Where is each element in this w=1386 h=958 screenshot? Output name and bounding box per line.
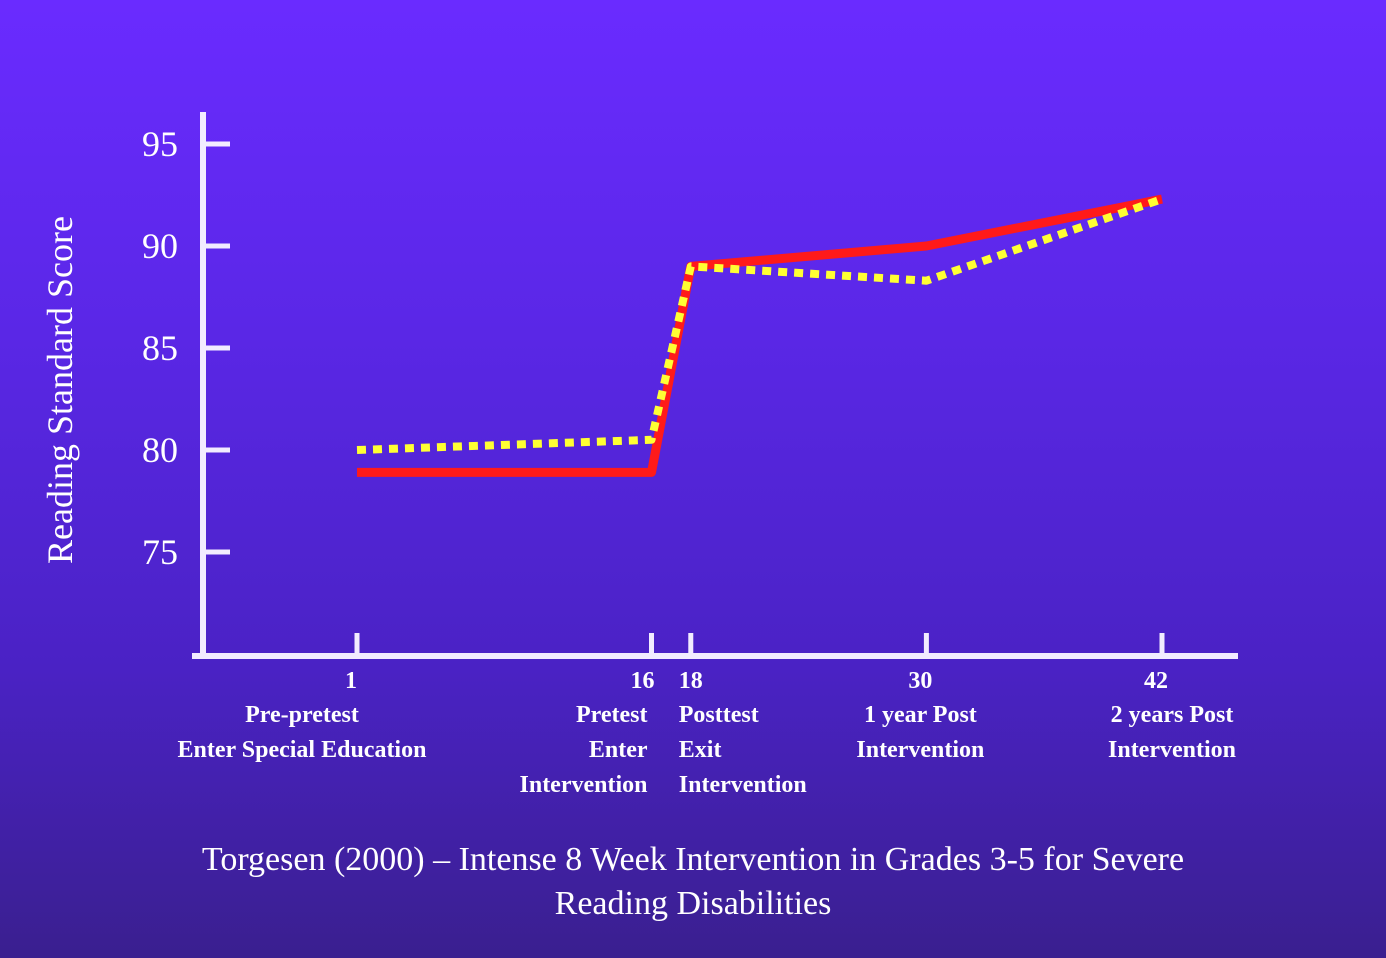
- y-axis-ticks: 75 80 85 90 95: [142, 124, 230, 572]
- x-tick-label-line: Intervention: [520, 772, 648, 798]
- x-tick-number: 30: [908, 668, 932, 694]
- x-tick-label-line: 2 years Post: [1111, 702, 1234, 728]
- x-tick-number: 42: [1144, 668, 1168, 694]
- y-tick-label: 95: [142, 124, 178, 164]
- y-axis-label: Reading Standard Score: [40, 216, 80, 564]
- y-tick-label: 75: [142, 532, 178, 572]
- chart-series: [356, 194, 1164, 477]
- series-line-solid: [357, 194, 1163, 477]
- x-tick-number: 1: [345, 668, 357, 694]
- caption-line-2: Reading Disabilities: [554, 885, 832, 922]
- caption-line-1: Torgesen (2000) – Intense 8 Week Interve…: [201, 841, 1185, 878]
- x-tick-label-line: Intervention: [1108, 737, 1236, 763]
- x-tick-number: 18: [679, 668, 703, 694]
- x-tick-label-line: Intervention: [679, 772, 807, 798]
- y-tick-label: 90: [142, 226, 178, 266]
- x-tick-label-line: 1 year Post: [864, 702, 977, 728]
- x-tick-label-line: Intervention: [856, 737, 984, 763]
- y-tick-label: 80: [142, 430, 178, 470]
- x-tick-label-line: Pretest: [576, 702, 648, 728]
- x-axis-ticks: 1 Pre-pretest Enter Special Education 16 Pre…: [178, 633, 1236, 798]
- x-tick-number: 16: [631, 668, 655, 694]
- chart-axes: [192, 112, 1238, 659]
- series-line-dotted: [356, 195, 1164, 454]
- x-tick-label-line: Posttest: [679, 702, 759, 728]
- x-tick-label-line: Exit: [679, 737, 722, 763]
- x-tick-label-line: Enter: [589, 737, 648, 763]
- chart-caption: Torgesen (2000) – Intense 8 Week Interve…: [0, 838, 1386, 926]
- x-tick-label-line: Pre-pretest: [245, 702, 359, 728]
- x-tick-label-line: Enter Special Education: [178, 737, 427, 763]
- y-tick-label: 85: [142, 328, 178, 368]
